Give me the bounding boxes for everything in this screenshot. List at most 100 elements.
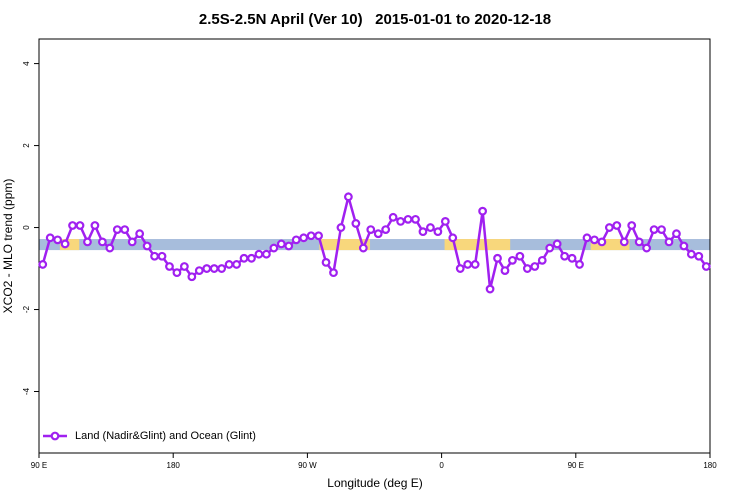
data-point	[418, 227, 428, 237]
data-point	[649, 225, 659, 235]
data-point	[552, 239, 562, 249]
data-point	[217, 264, 227, 273]
data-point	[657, 225, 666, 235]
data-point	[493, 253, 502, 263]
x-tick-label: 90 E	[31, 461, 47, 470]
data-point	[232, 260, 241, 269]
data-point	[433, 227, 443, 237]
land-band	[59, 239, 80, 251]
data-point	[209, 264, 219, 273]
data-point	[261, 249, 271, 259]
data-point	[396, 217, 405, 226]
data-point	[679, 241, 689, 251]
data-point	[157, 251, 167, 261]
y-axis-label: XCO2 - MLO trend (ppm)	[1, 179, 15, 314]
data-point	[694, 251, 704, 261]
data-point	[269, 243, 279, 253]
data-point	[537, 255, 547, 265]
land-band	[590, 239, 630, 251]
data-point	[276, 239, 286, 249]
data-point	[75, 221, 85, 230]
data-point	[440, 217, 450, 226]
data-point	[664, 237, 674, 247]
legend-label: Land (Nadir&Glint) and Ocean (Glint)	[75, 430, 256, 442]
x-tick-label: 90 W	[298, 461, 317, 470]
data-point	[239, 253, 249, 263]
data-point	[165, 262, 174, 271]
x-tick-label: 180	[703, 461, 717, 470]
ocean-band	[39, 239, 710, 251]
data-point	[597, 237, 607, 247]
data-point	[127, 237, 137, 247]
data-point	[388, 212, 398, 222]
x-tick-label: 0	[439, 461, 444, 470]
data-point	[97, 237, 107, 247]
data-point	[172, 268, 182, 278]
data-point	[291, 235, 301, 245]
data-point	[90, 221, 100, 230]
data-point	[53, 235, 63, 245]
x-tick-label: 180	[167, 461, 181, 470]
data-point	[142, 241, 152, 251]
data-point	[701, 262, 711, 271]
data-point	[634, 237, 644, 247]
data-point	[403, 214, 413, 224]
data-point	[358, 243, 368, 253]
y-tick-label: 2	[22, 143, 31, 148]
data-point	[38, 260, 48, 269]
data-point	[336, 223, 346, 232]
land-band	[319, 239, 371, 251]
plot-frame	[38, 38, 711, 454]
data-point	[642, 243, 652, 253]
data-point	[194, 266, 204, 275]
data-point	[202, 264, 212, 273]
data-point	[314, 231, 323, 241]
data-point	[582, 233, 592, 243]
data-point	[105, 243, 115, 253]
data-point	[455, 264, 465, 273]
data-point	[351, 219, 361, 228]
data-point	[426, 223, 435, 232]
data-point	[135, 229, 145, 239]
data-point	[508, 255, 517, 265]
data-point	[590, 235, 599, 245]
data-point	[284, 241, 294, 251]
data-point	[612, 221, 622, 230]
data-point	[187, 272, 197, 282]
data-point	[247, 253, 256, 263]
data-point	[344, 192, 353, 202]
data-point	[686, 249, 696, 259]
data-point	[448, 233, 458, 243]
data-point	[60, 239, 70, 249]
chart-title: 2.5S-2.5N April (Ver 10) 2015-01-01 to 2…	[199, 11, 551, 28]
data-point	[522, 264, 532, 273]
data-point	[329, 268, 338, 278]
data-point	[45, 233, 55, 243]
y-tick-label: 4	[22, 61, 31, 66]
data-point	[224, 260, 234, 269]
data-point	[83, 237, 92, 247]
data-point	[373, 229, 383, 239]
data-point	[530, 262, 540, 271]
y-tick-label: 0	[22, 225, 31, 230]
data-point	[560, 251, 570, 261]
data-point	[500, 266, 510, 275]
data-point	[478, 206, 488, 216]
data-point	[470, 260, 480, 269]
data-point	[515, 251, 525, 261]
data-point	[299, 233, 309, 243]
data-point	[463, 260, 473, 269]
data-point	[254, 249, 264, 259]
data-point	[411, 214, 420, 224]
data-point	[366, 225, 376, 235]
data-point	[619, 237, 629, 247]
x-tick-label: 90 E	[568, 461, 584, 470]
data-point	[485, 284, 495, 294]
data-point	[545, 243, 555, 253]
data-point	[575, 260, 584, 269]
data-point	[604, 223, 614, 232]
data-point	[306, 231, 316, 241]
data-point	[321, 257, 331, 267]
data-point	[381, 225, 391, 235]
